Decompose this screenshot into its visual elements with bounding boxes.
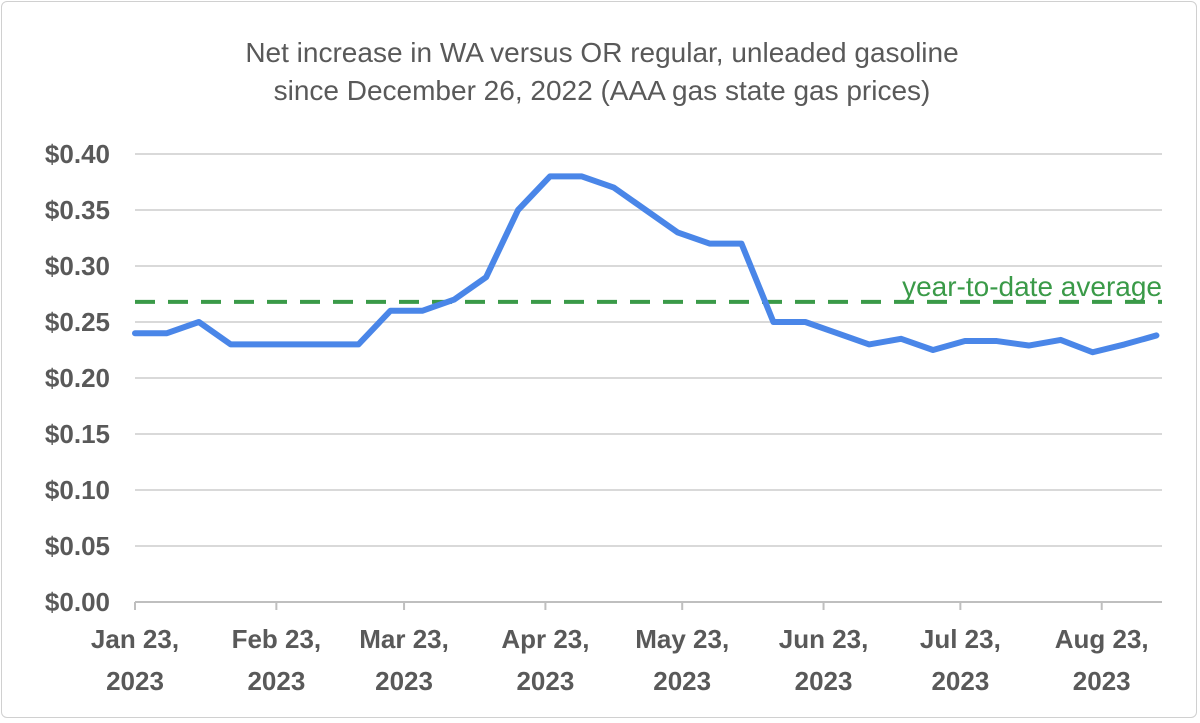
x-tick-label-year: 2023: [247, 666, 305, 696]
chart-title-line-2: since December 26, 2022 (AAA gas state g…: [274, 75, 931, 106]
y-tick-label: $0.20: [45, 363, 110, 393]
x-tick-label-year: 2023: [375, 666, 433, 696]
x-tick-label-year: 2023: [1073, 666, 1131, 696]
x-tick-label-year: 2023: [516, 666, 574, 696]
x-tick-label: Jan 23,: [91, 624, 179, 654]
x-tick-label-year: 2023: [931, 666, 989, 696]
y-tick-label: $0.35: [45, 195, 110, 225]
y-tick-label: $0.25: [45, 307, 110, 337]
year-to-date-average-label: year-to-date average: [902, 271, 1162, 302]
x-tick-label: May 23,: [635, 624, 729, 654]
x-tick-label: Feb 23,: [232, 624, 322, 654]
x-tick-label-year: 2023: [653, 666, 711, 696]
x-tick-label: Apr 23,: [501, 624, 589, 654]
x-tick-label: Mar 23,: [359, 624, 449, 654]
y-tick-label: $0.40: [45, 139, 110, 169]
series-line: [135, 176, 1156, 352]
x-tick-label-year: 2023: [795, 666, 853, 696]
x-tick-label: Aug 23,: [1055, 624, 1149, 654]
y-tick-label: $0.15: [45, 419, 110, 449]
y-tick-label: $0.00: [45, 587, 110, 617]
y-tick-label: $0.05: [45, 531, 110, 561]
x-tick-label-year: 2023: [106, 666, 164, 696]
x-tick-label: Jun 23,: [779, 624, 869, 654]
x-tick-label: Jul 23,: [920, 624, 1001, 654]
chart-title-line-1: Net increase in WA versus OR regular, un…: [245, 37, 958, 68]
y-tick-label: $0.10: [45, 475, 110, 505]
y-tick-label: $0.30: [45, 251, 110, 281]
